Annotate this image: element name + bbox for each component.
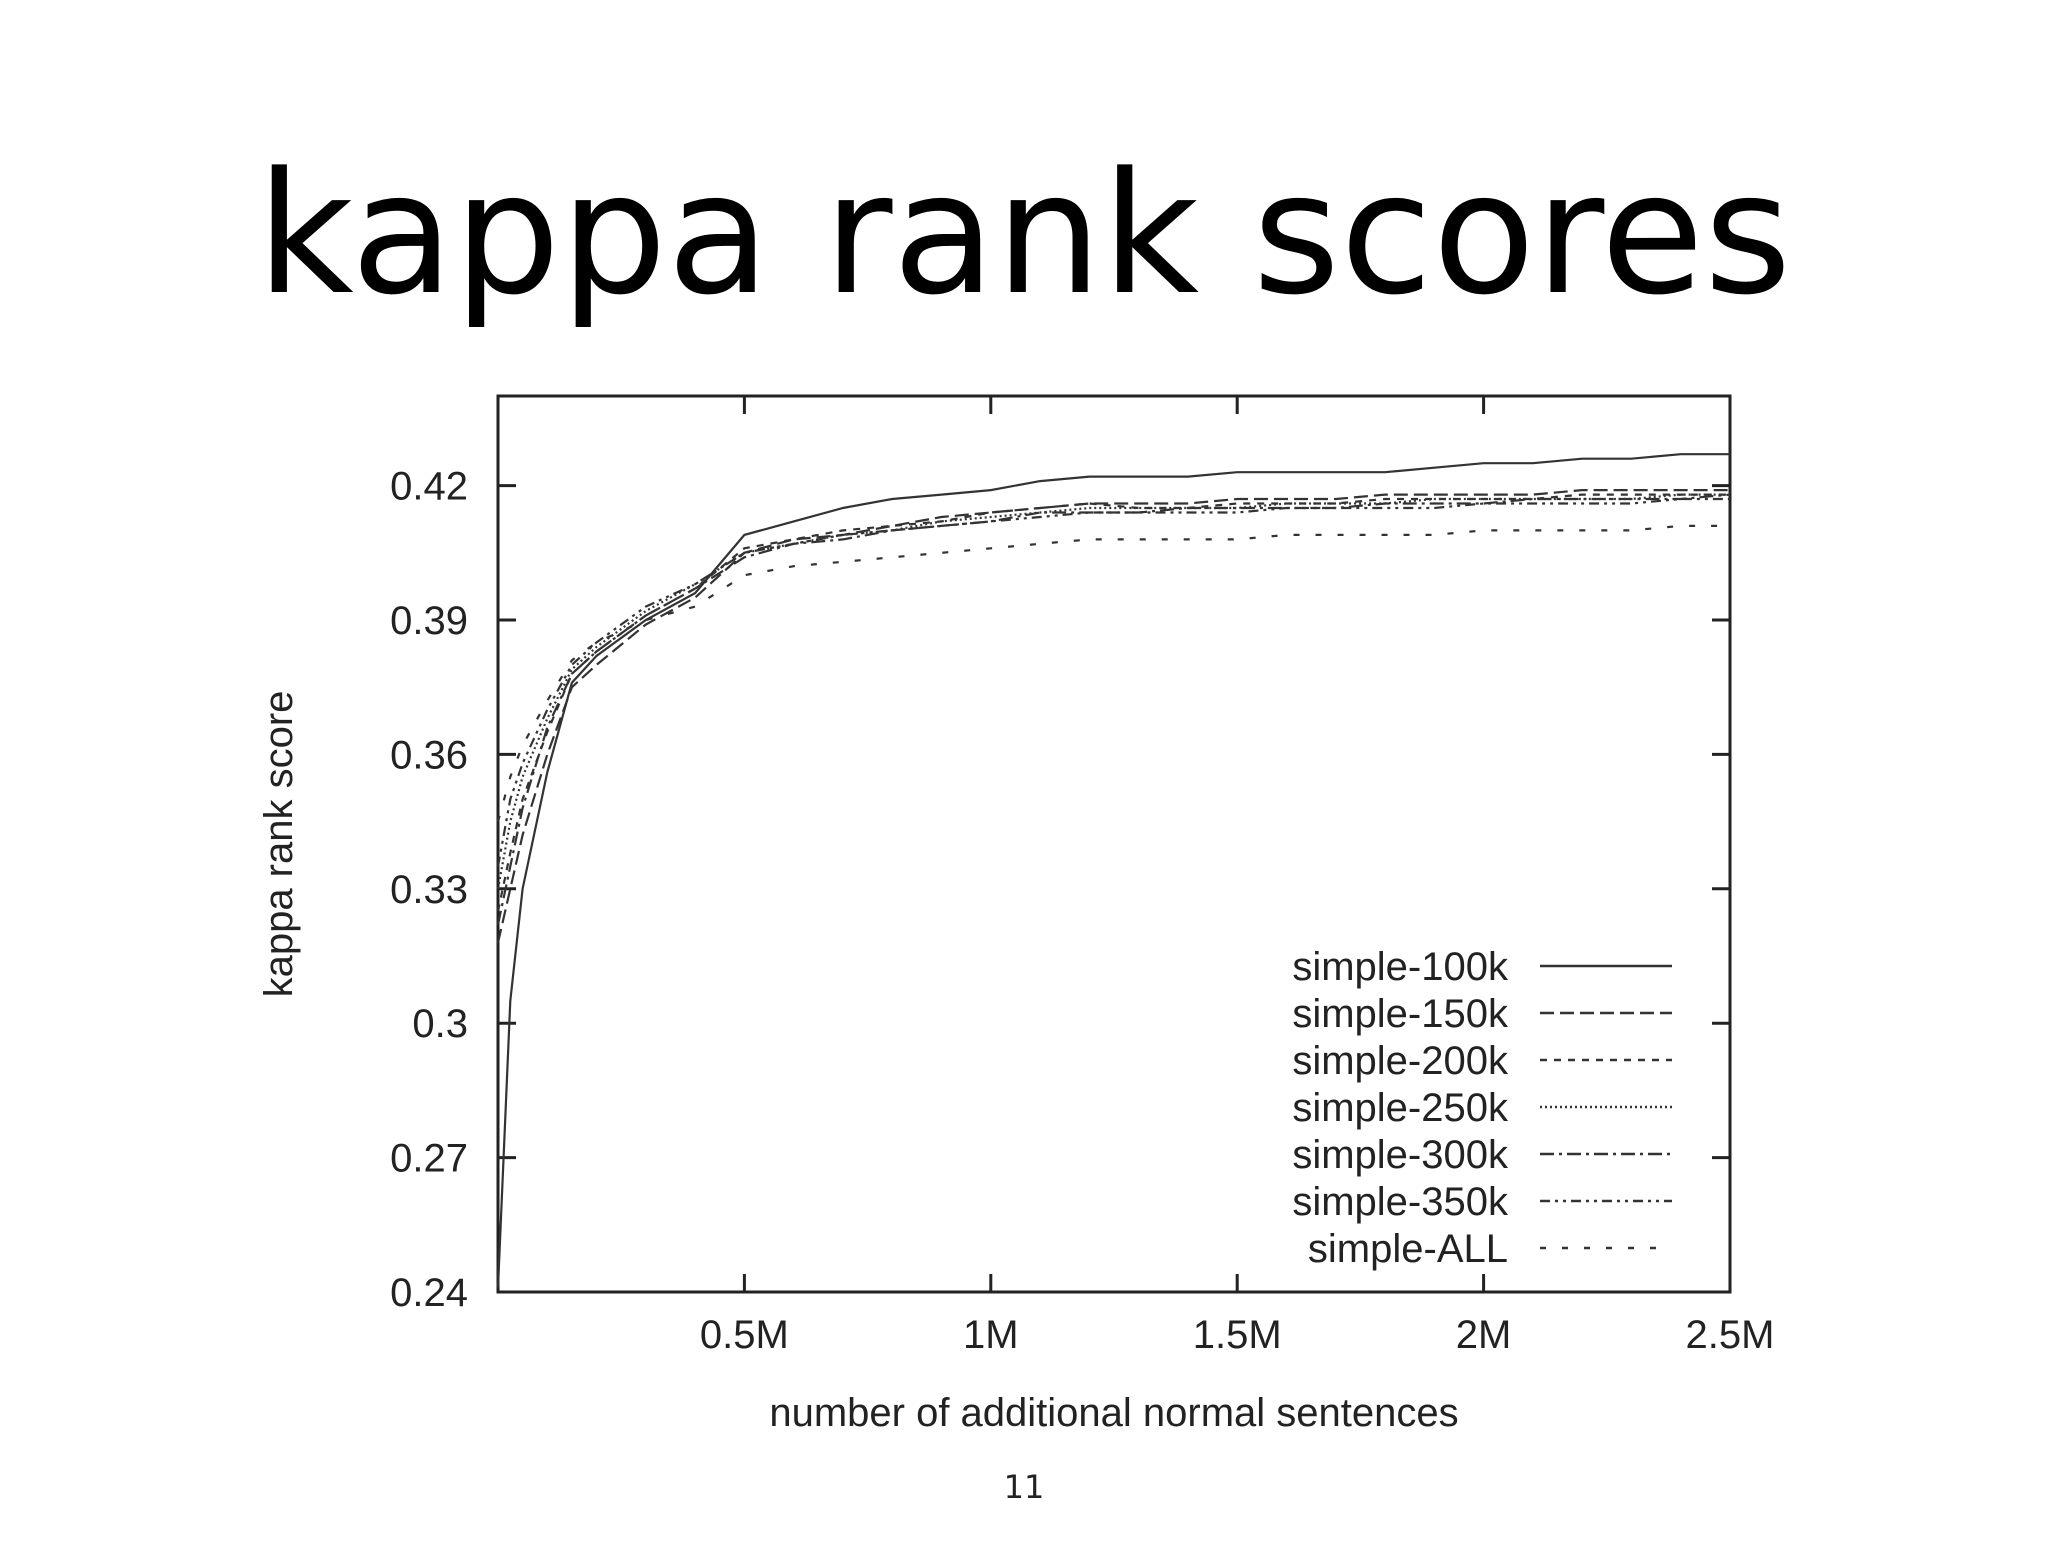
legend-label: simple-100k [1292, 945, 1509, 989]
y-tick-label: 0.36 [390, 733, 468, 777]
y-tick-label: 0.33 [390, 868, 468, 912]
x-tick-label: 0.5M [700, 1313, 789, 1357]
y-tick-label: 0.39 [390, 599, 468, 643]
legend-label: simple-ALL [1308, 1227, 1508, 1271]
y-tick-label: 0.24 [390, 1271, 468, 1315]
legend-label: simple-250k [1292, 1086, 1509, 1130]
series-line-simple-150k [496, 489, 1730, 943]
y-tick-label: 0.27 [390, 1137, 468, 1181]
series-line-simple-ALL [496, 524, 1730, 822]
legend-label: simple-200k [1292, 1039, 1509, 1083]
x-tick-label: 1M [963, 1313, 1019, 1357]
slide-title: kappa rank scores [256, 136, 1792, 332]
series-line-simple-350k [496, 497, 1730, 867]
x-tick-label: 2M [1456, 1313, 1512, 1357]
legend-label: simple-150k [1292, 992, 1509, 1036]
y-tick-label: 0.3 [412, 1002, 468, 1046]
chart-legend: simple-100ksimple-150ksimple-200ksimple-… [1292, 945, 1672, 1271]
y-axis-label: kappa rank score [257, 691, 301, 998]
x-axis-label: number of additional normal sentences [769, 1391, 1458, 1435]
series-line-simple-250k [496, 493, 1730, 889]
plot-frame [496, 394, 1732, 1294]
x-axis-ticks: 0.5M 1M 1.5M 2M 2.5M [700, 396, 1775, 1357]
page-number: 11 [1003, 1468, 1045, 1506]
series-line-simple-300k [496, 493, 1731, 925]
x-tick-label: 2.5M [1686, 1313, 1775, 1357]
series-line-simple-100k [496, 453, 1730, 1288]
series-lines [496, 453, 1731, 1288]
y-axis-ticks: 0.24 0.27 0.3 0.33 0.36 0.39 0.42 [390, 465, 1730, 1315]
y-tick-label: 0.42 [390, 465, 468, 509]
series-line-simple-200k [496, 493, 1730, 912]
x-tick-label: 1.5M [1193, 1313, 1282, 1357]
legend-label: simple-300k [1292, 1133, 1509, 1177]
legend-label: simple-350k [1292, 1180, 1509, 1224]
